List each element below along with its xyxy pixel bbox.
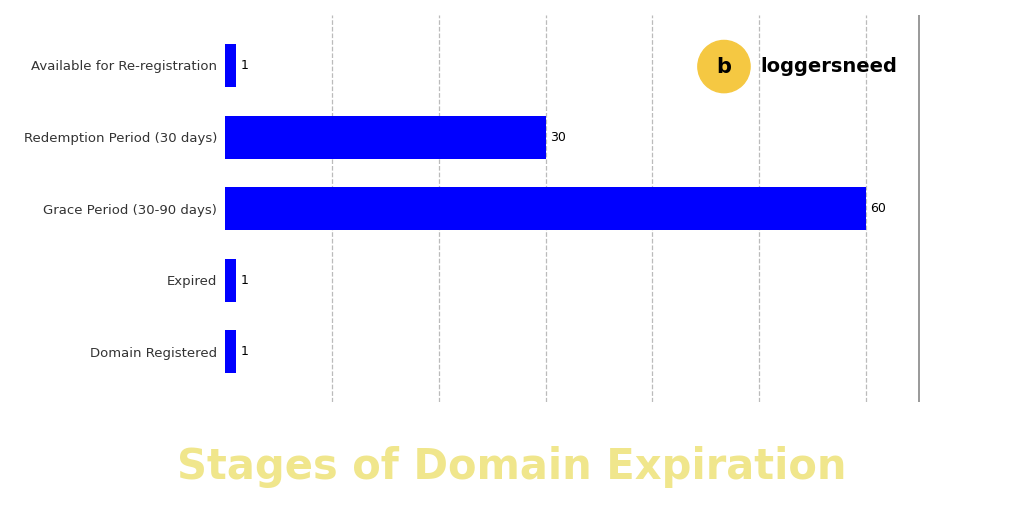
Circle shape: [698, 40, 750, 93]
Text: loggersneed: loggersneed: [761, 57, 898, 76]
Bar: [225, 330, 236, 373]
Text: 30: 30: [550, 131, 566, 143]
Text: Stages of Domain Expiration: Stages of Domain Expiration: [177, 446, 847, 488]
Text: 60: 60: [870, 202, 886, 215]
Text: 1: 1: [241, 345, 248, 358]
Text: 1: 1: [241, 59, 248, 72]
Bar: [225, 187, 866, 230]
Text: 1: 1: [241, 274, 248, 287]
Bar: [225, 259, 236, 302]
Bar: [225, 44, 236, 87]
Bar: [225, 116, 546, 159]
Text: b: b: [717, 56, 731, 77]
